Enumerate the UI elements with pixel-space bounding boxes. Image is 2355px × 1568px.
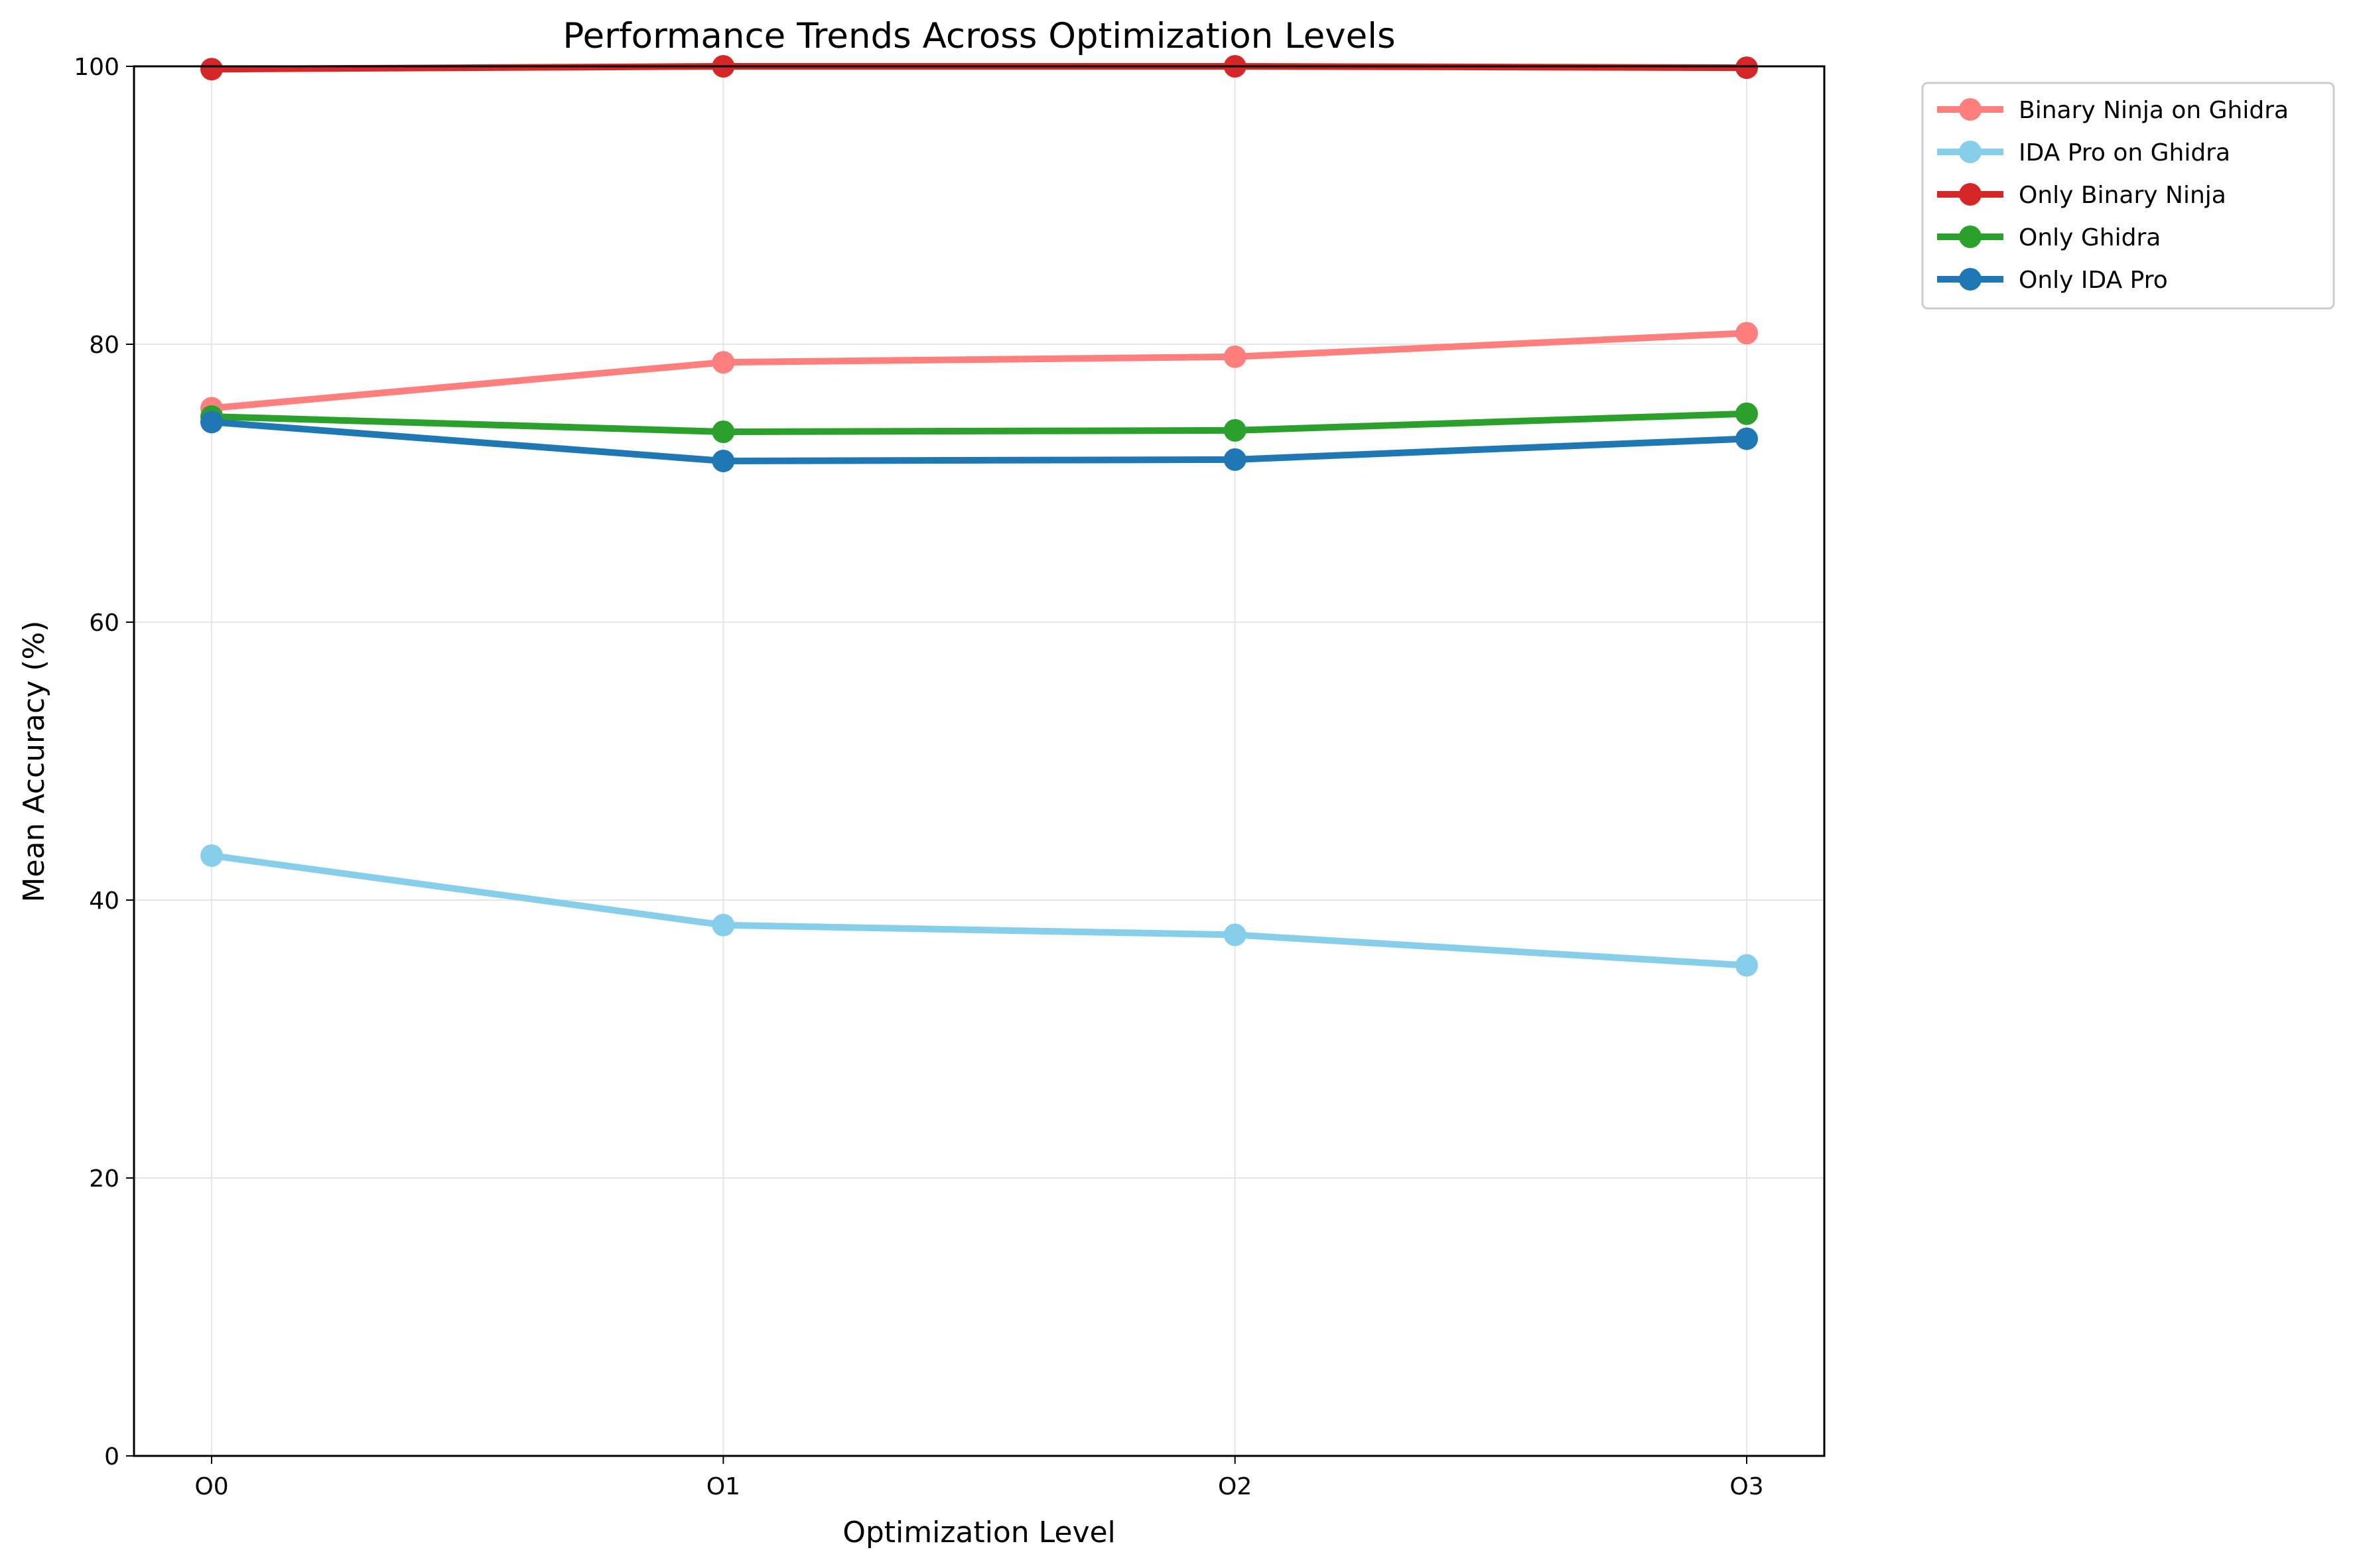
legend-label: Binary Ninja on Ghidra [2019,97,2289,124]
y-axis-ticks: 0 20 40 60 80 100 [74,54,134,1470]
legend-entry: Binary Ninja on Ghidra [1937,97,2289,124]
data-point [712,420,735,443]
y-tick-label: 60 [89,610,119,637]
data-point [712,913,735,937]
series-line [208,410,1750,435]
y-tick-label: 40 [89,887,119,915]
legend-marker [1959,226,1982,248]
grid [134,66,1824,1457]
data-point [1735,427,1758,450]
y-tick-label: 100 [74,54,119,81]
legend-label: Only IDA Pro [2019,267,2168,294]
legend-marker [1959,141,1982,163]
legend-marker [1959,268,1982,291]
data-point [200,411,223,434]
x-axis-ticks: O0 O1 O2 O3 [194,1456,1764,1500]
legend-label: IDA Pro on Ghidra [2019,139,2230,166]
series-2 [200,55,1758,81]
series-line [208,330,1750,412]
x-tick-label: O3 [1729,1473,1763,1500]
y-tick-label: 0 [104,1443,119,1470]
series-layer [200,55,1758,977]
data-point [1223,448,1246,471]
legend-frame [1921,82,2335,310]
legend-marker [1959,183,1982,206]
legend-label: Only Binary Ninja [2019,182,2226,209]
chart-title: Performance Trends Across Optimization L… [563,16,1395,56]
legend-entry: IDA Pro on Ghidra [1937,139,2230,166]
plot-frame [133,65,1826,1457]
data-point [200,844,223,867]
legend-entry: Only IDA Pro [1937,267,2168,294]
data-point [1735,402,1758,425]
series-4 [200,411,1758,472]
series-1 [200,844,1758,977]
y-axis-label: Mean Accuracy (%) [17,621,51,903]
data-point [1735,56,1758,80]
data-point [712,449,735,472]
series-line [208,419,1750,464]
data-point [1223,345,1246,368]
series-line [208,852,1750,969]
x-axis-label: Optimization Level [842,1516,1116,1549]
y-tick-label: 20 [89,1165,119,1193]
x-tick-label: O0 [194,1473,228,1500]
legend-entry: Only Binary Ninja [1937,182,2226,209]
data-point [1735,322,1758,345]
data-point [1223,923,1246,947]
data-point [1223,419,1246,442]
x-tick-label: O2 [1218,1473,1252,1500]
legend-entry: Only Ghidra [1937,224,2161,251]
series-0 [200,322,1758,420]
y-tick-label: 80 [89,332,119,359]
legend-label: Only Ghidra [2019,224,2161,251]
legend-marker [1959,98,1982,121]
legend: Binary Ninja on Ghidra IDA Pro on Ghidra O… [1921,82,2335,310]
data-point [1735,954,1758,977]
x-tick-label: O1 [706,1473,740,1500]
data-point [712,351,735,374]
data-point [200,58,223,81]
